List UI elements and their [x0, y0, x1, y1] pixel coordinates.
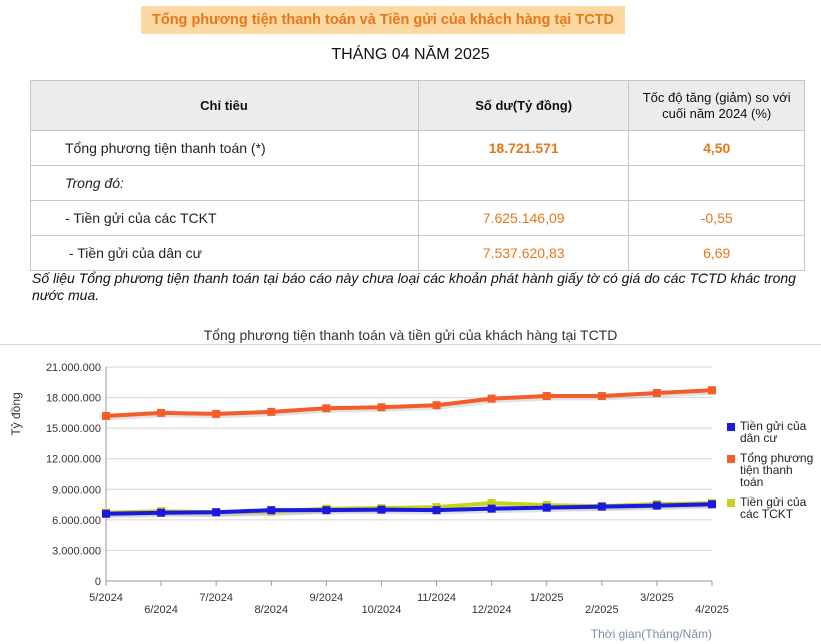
x-axis-title: Thời gian(Tháng/Năm)	[591, 627, 712, 641]
header-indicator: Chỉ tiêu	[30, 80, 419, 131]
y-tick-label: 18.000.000	[46, 393, 101, 405]
row-rate: 6,69	[628, 235, 805, 271]
x-tick-label: 12/2024	[472, 604, 512, 616]
x-tick-label: 11/2024	[417, 592, 456, 604]
legend-label: Tiền gửi của các TCKT	[740, 495, 807, 521]
series-line	[105, 388, 713, 418]
footnote: Số liệu Tổng phương tiện thanh toán tại …	[32, 270, 796, 303]
row-rate: 4,50	[628, 130, 805, 166]
row-balance: 18.721.571	[417, 130, 630, 166]
x-tick-label: 9/2024	[310, 592, 344, 604]
data-point	[322, 404, 331, 413]
x-tick-label: 10/2024	[362, 604, 402, 616]
y-tick-label: 12.000.000	[46, 454, 101, 466]
table-row: Tổng phương tiện thanh toán (*) 18.721.5…	[30, 130, 805, 166]
row-balance	[417, 165, 630, 201]
data-point	[652, 501, 661, 510]
x-tick-label: 2/2025	[585, 604, 619, 616]
legend-item[interactable]: Tiền gửi của dân cư	[727, 420, 819, 444]
data-point	[542, 503, 551, 512]
legend-item[interactable]: Tiền gửi của các TCKT	[727, 496, 819, 520]
header-growth-rate: Tốc độ tăng (giảm) so với cuối năm 2024 …	[628, 80, 805, 131]
data-point	[432, 506, 441, 515]
x-tick-label: 8/2024	[254, 604, 288, 616]
x-tick-label: 4/2025	[695, 604, 729, 616]
x-tick-label: 6/2024	[144, 604, 178, 616]
legend-label: Tiền gửi của dân cư	[740, 419, 807, 445]
legend-item[interactable]: Tổng phương tiện thanh toán	[727, 452, 819, 488]
data-point	[377, 403, 386, 412]
report-period: THÁNG 04 NĂM 2025	[331, 46, 490, 63]
data-point	[542, 392, 551, 401]
data-point	[102, 411, 110, 420]
chart-legend: Tiền gửi của dân cư Tổng phương tiện than…	[727, 420, 819, 528]
y-tick-label: 21.000.000	[46, 362, 101, 374]
data-point	[267, 506, 276, 515]
y-axis-title: Tỷ đồng	[9, 392, 23, 435]
data-point	[487, 504, 496, 513]
data-point	[708, 386, 716, 395]
row-label: Trong đó:	[30, 165, 419, 201]
data-point	[377, 505, 386, 514]
legend-label: Tổng phương tiện thanh toán	[740, 451, 814, 489]
x-tick-label: 3/2025	[640, 592, 674, 604]
table-row: Trong đó:	[30, 165, 805, 201]
data-point	[597, 502, 606, 511]
row-rate: -0,55	[628, 200, 805, 236]
data-point	[102, 509, 110, 518]
line-chart: 0 3.000.000 6.000.000 9.000.000 12.000.000 15…	[9, 362, 729, 641]
data-point	[212, 508, 221, 517]
y-tick-label: 9.000.000	[52, 484, 101, 496]
data-point	[597, 392, 606, 401]
data-point	[487, 394, 496, 403]
data-point	[652, 388, 661, 397]
y-tick-label: 0	[95, 576, 101, 588]
x-tick-label: 5/2024	[89, 592, 123, 604]
data-point	[157, 408, 166, 417]
legend-swatch	[727, 455, 735, 463]
summary-table: Chỉ tiêu Số dư(Tỷ đồng) Tốc độ tăng (giả…	[30, 80, 805, 271]
data-point	[212, 409, 221, 418]
row-balance: 7.537.620,83	[417, 235, 630, 271]
x-tick-label: 7/2024	[199, 592, 233, 604]
chart-divider	[0, 344, 821, 345]
data-point	[157, 508, 166, 517]
x-tick-label: 1/2025	[530, 592, 564, 604]
data-point	[487, 499, 496, 508]
legend-swatch	[727, 499, 735, 507]
data-point	[267, 407, 276, 416]
series-line	[105, 502, 713, 516]
row-balance: 7.625.146,09	[417, 200, 630, 236]
legend-swatch	[727, 423, 735, 431]
row-label: - Tiền gửi của dân cư	[30, 235, 419, 271]
data-point	[432, 401, 441, 410]
row-label: Tổng phương tiện thanh toán (*)	[30, 130, 419, 166]
table-row: - Tiền gửi của các TCKT 7.625.146,09 -0,…	[30, 200, 805, 236]
table-row: - Tiền gửi của dân cư 7.537.620,83 6,69	[30, 235, 805, 271]
header-balance: Số dư(Tỷ đồng)	[417, 80, 630, 131]
report-title: Tổng phương tiện thanh toán và Tiền gửi …	[141, 6, 625, 34]
y-tick-label: 6.000.000	[52, 515, 101, 527]
data-point	[708, 500, 716, 509]
row-rate	[628, 165, 805, 201]
y-tick-label: 15.000.000	[46, 423, 101, 435]
table-header-row: Chỉ tiêu Số dư(Tỷ đồng) Tốc độ tăng (giả…	[30, 80, 805, 131]
y-tick-label: 3.000.000	[52, 545, 101, 557]
row-label: - Tiền gửi của các TCKT	[30, 200, 419, 236]
data-point	[322, 506, 331, 515]
chart-title: Tổng phương tiện thanh toán và tiền gửi …	[203, 327, 618, 343]
